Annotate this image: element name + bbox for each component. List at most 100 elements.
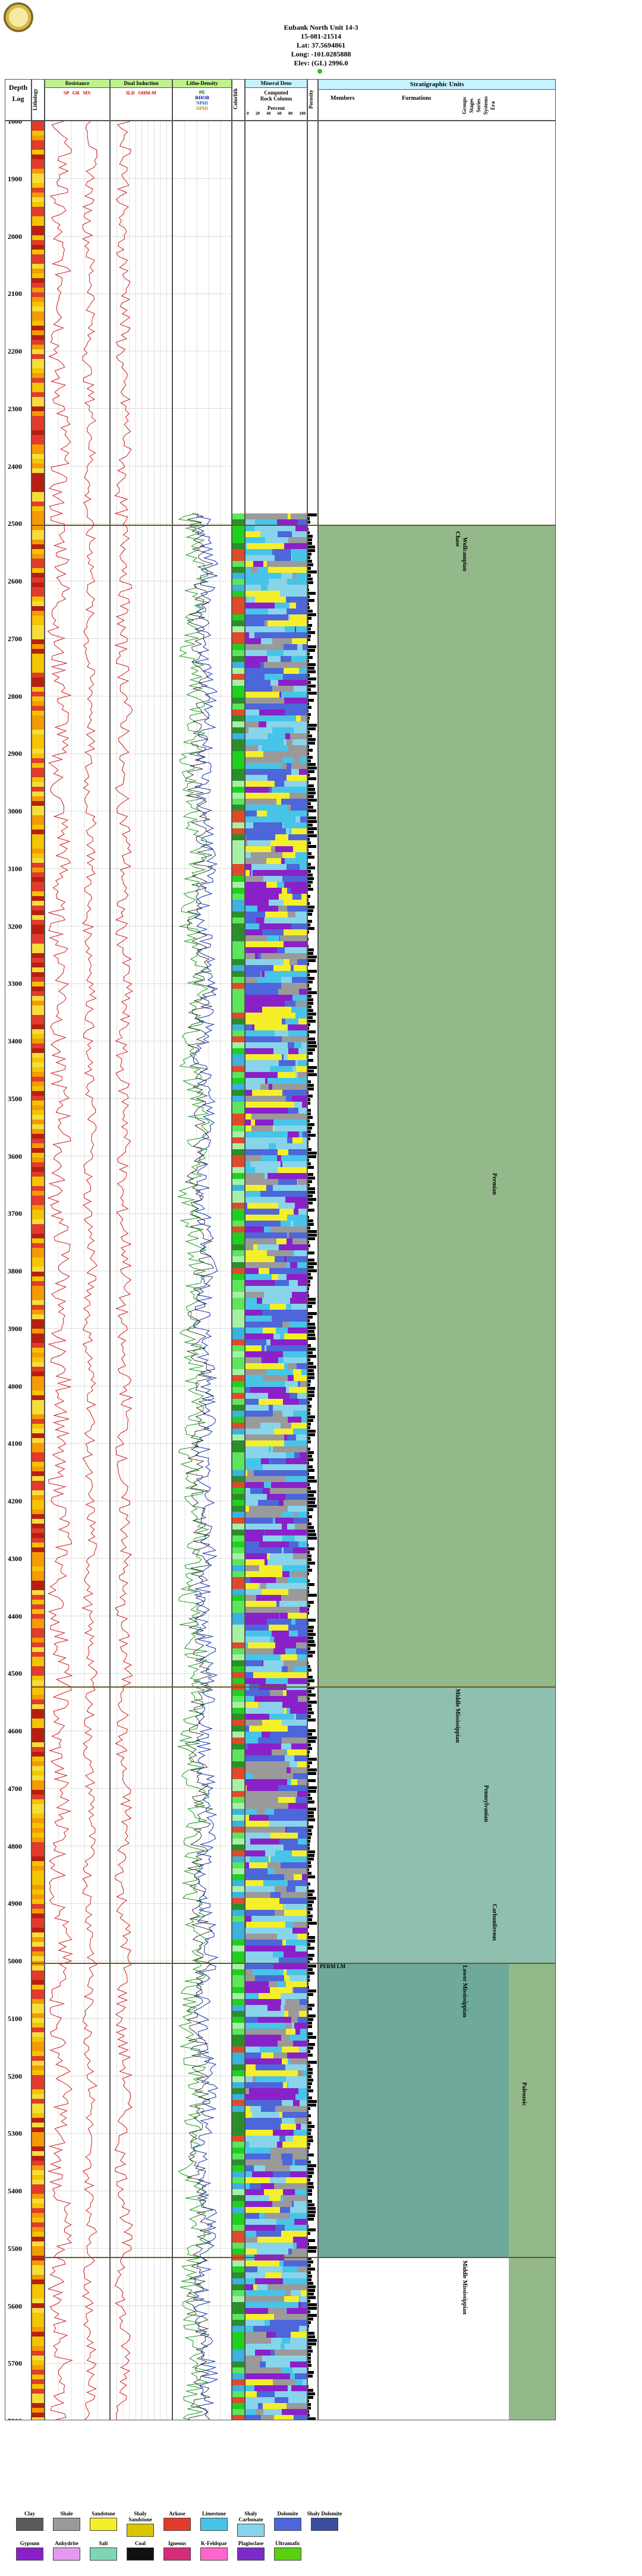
- mineral-segment: [246, 1654, 281, 1660]
- porosity-bar: [308, 788, 315, 791]
- mineral-segment: [281, 2035, 288, 2041]
- mineral-segment: [277, 1167, 285, 1173]
- mineral-segment: [294, 995, 307, 1001]
- mineral-segment: [276, 799, 281, 805]
- mineral-segment: [246, 2052, 261, 2058]
- legend-swatch: [274, 2518, 301, 2531]
- colorlith-block: [232, 858, 244, 864]
- lith-block: [32, 2356, 44, 2360]
- mineral-segment: [267, 935, 279, 941]
- porosity-bar: [308, 1326, 316, 1329]
- mineral-segment: [292, 2023, 295, 2029]
- mineral-row: [246, 1928, 307, 1934]
- legend-item: Shale: [49, 2511, 84, 2531]
- mineral-segment: [246, 2350, 256, 2356]
- mineral-segment: [294, 1987, 307, 1993]
- mineral-segment: [246, 1839, 251, 1844]
- lith-block: [32, 625, 44, 630]
- porosity-bar: [308, 2118, 309, 2121]
- porosity-bar: [308, 706, 311, 709]
- mineral-row: [246, 2225, 307, 2231]
- mineral-segment: [284, 2005, 307, 2011]
- mineral-segment: [264, 620, 268, 626]
- lith-block: [32, 1410, 44, 1414]
- mineral-segment: [246, 1749, 272, 1755]
- colorlith-block: [232, 1001, 244, 1007]
- mineral-segment: [269, 1981, 278, 1987]
- lith-block: [32, 601, 44, 606]
- lith-block: [32, 478, 44, 483]
- mineral-segment: [288, 1577, 307, 1583]
- colorlith-block: [232, 1607, 244, 1613]
- porosity-bar: [308, 1055, 309, 1058]
- mineral-segment: [287, 1844, 295, 1850]
- mineral-segment: [253, 1672, 256, 1678]
- lith-block: [32, 2189, 44, 2194]
- mineral-segment: [246, 715, 284, 721]
- mineral-segment: [296, 626, 307, 632]
- lith-block: [32, 1167, 44, 1172]
- porosity-bar: [308, 1661, 309, 1664]
- colorlith-block: [232, 1298, 244, 1304]
- mineral-segment: [246, 1363, 284, 1369]
- lith-block: [32, 2417, 44, 2420]
- lith-block: [32, 387, 44, 392]
- lith-block: [32, 2389, 44, 2394]
- litho-density-header: Litho-Density PE RHOB NPHI DPHI: [172, 79, 232, 121]
- mineral-segment: [246, 775, 251, 781]
- mineral-segment: [292, 662, 307, 668]
- mineral-segment: [301, 1042, 307, 1048]
- mineral-segment: [278, 1797, 295, 1803]
- mineral-row: [246, 2041, 307, 2047]
- mineral-segment: [301, 1654, 307, 1660]
- mineral-segment: [265, 537, 276, 543]
- colorlith-block: [232, 1767, 244, 1773]
- mineral-segment: [246, 2076, 253, 2082]
- lith-block: [32, 1367, 44, 1371]
- porosity-bar: [308, 1604, 310, 1607]
- mineral-row: [246, 2391, 307, 2397]
- lith-block: [32, 1262, 44, 1267]
- lith-block: [32, 2251, 44, 2256]
- mineral-segment: [246, 1726, 250, 1732]
- lith-block: [32, 1448, 44, 1452]
- mineral-segment: [253, 2284, 257, 2290]
- mineral-row: [246, 1880, 307, 1886]
- mineral-segment: [276, 1143, 307, 1149]
- legend-label: Arkose: [169, 2511, 185, 2517]
- formation-boundary: [32, 2257, 556, 2258]
- depth-label: 1800: [8, 121, 22, 125]
- mineral-segment: [246, 1779, 288, 1785]
- mineral-segment: [277, 1013, 296, 1019]
- mineral-segment: [246, 1642, 248, 1648]
- mineral-segment: [246, 1036, 268, 1042]
- mineral-segment: [276, 519, 298, 525]
- mineral-segment: [287, 1791, 297, 1797]
- mineral-segment: [256, 811, 268, 816]
- lith-block: [32, 1638, 44, 1642]
- mineral-segment: [272, 1316, 290, 1322]
- mineral-row: [246, 1607, 307, 1613]
- legend-swatch: [53, 2547, 80, 2561]
- colorlith-block: [232, 763, 244, 769]
- colorlith-block: [232, 1054, 244, 1060]
- lith-block: [32, 1842, 44, 1847]
- mineral-row: [246, 2302, 307, 2308]
- porosity-bar: [308, 806, 313, 809]
- mineral-segment: [246, 1399, 259, 1405]
- mineral-row: [246, 1464, 307, 1470]
- lith-block: [32, 2318, 44, 2322]
- porosity-bar: [308, 2218, 314, 2221]
- mineral-segment: [281, 1054, 284, 1060]
- colorlith-block: [232, 608, 244, 614]
- mineral-segment: [292, 1066, 297, 1072]
- mineral-segment: [292, 638, 307, 644]
- porosity-bar: [308, 1947, 314, 1950]
- porosity-bar: [308, 2225, 309, 2228]
- colorlith-block: [232, 721, 244, 727]
- lith-block: [32, 739, 44, 744]
- mineral-segment: [246, 1589, 262, 1595]
- mineral-segment: [298, 591, 300, 597]
- porosity-bar: [308, 1066, 317, 1069]
- mineral-segment: [294, 704, 307, 710]
